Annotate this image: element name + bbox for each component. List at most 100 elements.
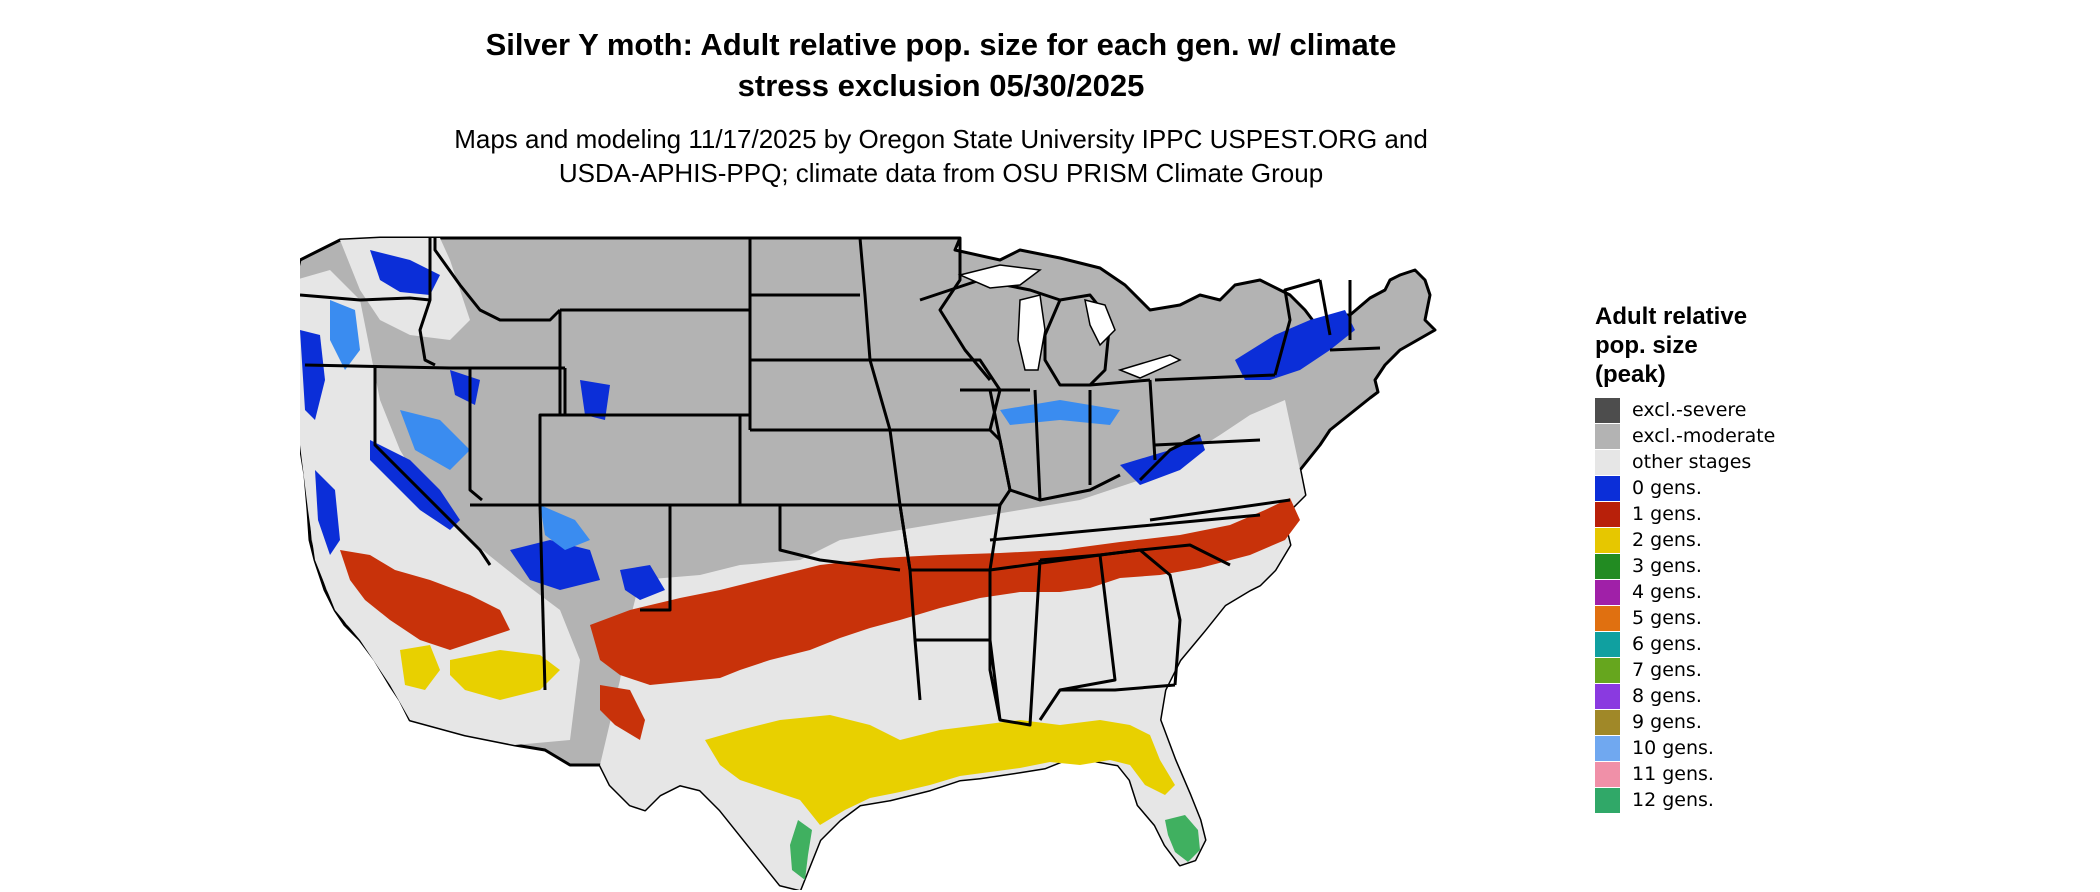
- legend-label: 4 gens.: [1632, 581, 1702, 603]
- legend-item: 7 gens.: [1595, 657, 1775, 683]
- border-il-ky: [1009, 473, 1121, 502]
- border-il-in: [1033, 389, 1042, 501]
- border-id-west: [418, 238, 436, 367]
- border-id-mt-wy: [433, 238, 562, 322]
- legend-label: 8 gens.: [1632, 685, 1702, 707]
- legend-swatch: [1595, 787, 1620, 813]
- legend-swatch: [1595, 709, 1620, 735]
- zero-gens-oregon-coast: [300, 330, 325, 420]
- legend-swatch: [1595, 501, 1620, 527]
- legend-item: 12 gens.: [1595, 787, 1775, 813]
- legend-title: Adult relative pop. size (peak): [1595, 302, 1775, 389]
- border-wv-va: [1138, 433, 1201, 482]
- border-or-ca-nv: [304, 363, 451, 370]
- lake-superior: [957, 264, 1042, 289]
- legend-swatch: [1595, 605, 1620, 631]
- legend-item: 5 gens.: [1595, 605, 1775, 631]
- legend-title-line1: Adult relative: [1595, 303, 1748, 330]
- legend-label: 7 gens.: [1632, 659, 1702, 681]
- legend-item: 8 gens.: [1595, 683, 1775, 709]
- border-wa-or: [300, 293, 431, 302]
- twelve-gens-florida: [1165, 815, 1200, 862]
- border-il-west: [988, 389, 1012, 491]
- zero-gens-washington: [370, 250, 440, 295]
- legend: Adult relative pop. size (peak) excl.-se…: [1595, 302, 1775, 813]
- legend-swatch: [1595, 683, 1620, 709]
- legend-label: 9 gens.: [1632, 711, 1702, 733]
- zero-gens-arizona-rim: [510, 540, 600, 590]
- legend-swatch: [1595, 423, 1620, 449]
- one-gen-california: [340, 550, 510, 650]
- legend-label: 2 gens.: [1632, 529, 1702, 551]
- border-pa-md: [1154, 438, 1261, 447]
- border-ut-co: [538, 368, 567, 505]
- border-ar: [898, 504, 1002, 572]
- zero-gens-light-nevada: [400, 410, 470, 470]
- lake-michigan: [1017, 294, 1046, 371]
- border-la: [915, 638, 1002, 721]
- border-az-nm: [538, 504, 547, 691]
- map-title-line1: Silver Y moth: Adult relative pop. size …: [485, 27, 1397, 62]
- two-gens-gulf-band: [705, 715, 1175, 825]
- zero-gens-idaho: [450, 370, 480, 405]
- legend-item: 9 gens.: [1595, 709, 1775, 735]
- legend-item: excl.-severe: [1595, 397, 1775, 423]
- legend-label: 1 gens.: [1632, 503, 1702, 525]
- legend-label: excl.-severe: [1632, 399, 1747, 421]
- us-generations-map: [300, 236, 1437, 890]
- lake-erie: [1117, 354, 1182, 379]
- one-gen-texas-west: [600, 685, 645, 740]
- legend-label: 6 gens.: [1632, 633, 1702, 655]
- legend-item: 1 gens.: [1595, 501, 1775, 527]
- legend-label: other stages: [1632, 451, 1752, 473]
- border-pa-ny: [1154, 373, 1276, 382]
- two-gens-se-california: [400, 645, 440, 690]
- zero-gens-light-cascades: [330, 300, 360, 370]
- border-ms: [988, 559, 1042, 727]
- legend-label: excl.-moderate: [1632, 425, 1776, 447]
- border-new-england: [1318, 279, 1381, 352]
- border-oh-pa: [1148, 379, 1157, 461]
- map-title-line2: stress exclusion 05/30/2025: [737, 68, 1145, 103]
- border-ga-fl: [1060, 683, 1176, 692]
- legend-item: 2 gens.: [1595, 527, 1775, 553]
- border-mn-wi: [938, 238, 992, 381]
- legend-swatch: [1595, 657, 1620, 683]
- border-va-nc: [1149, 498, 1291, 522]
- legend-swatch: [1595, 449, 1620, 475]
- legend-label: 0 gens.: [1632, 477, 1702, 499]
- zero-gens-light-southwest: [540, 505, 590, 550]
- zero-gens-california-coast: [315, 470, 340, 555]
- legend-label: 3 gens.: [1632, 555, 1702, 577]
- legend-item: 0 gens.: [1595, 475, 1775, 501]
- legend-label: 11 gens.: [1632, 763, 1714, 785]
- legend-swatch: [1595, 475, 1620, 501]
- legend-title-line2: pop. size: [1595, 332, 1698, 359]
- legend-swatch: [1595, 553, 1620, 579]
- legend-item: excl.-moderate: [1595, 423, 1775, 449]
- legend-label: 12 gens.: [1632, 789, 1714, 811]
- legend-swatch: [1595, 735, 1620, 761]
- west-other-stages: [300, 270, 580, 745]
- legend-item: 10 gens.: [1595, 735, 1775, 761]
- map-title: Silver Y moth: Adult relative pop. size …: [0, 24, 1882, 106]
- border-ny-ne: [1273, 278, 1321, 376]
- border-nm-tx: [640, 505, 672, 612]
- legend-swatch: [1595, 761, 1620, 787]
- map-subtitle-line1: Maps and modeling 11/17/2025 by Oregon S…: [454, 124, 1428, 154]
- zero-gens-northeast: [1235, 310, 1355, 380]
- legend-item: 11 gens.: [1595, 761, 1775, 787]
- border-ok-tx: [778, 505, 901, 572]
- border-tn-south: [989, 548, 1141, 572]
- legend-items: excl.-severe excl.-moderate other stages 0 …: [1595, 397, 1775, 813]
- border-tn-ky: [989, 513, 1261, 542]
- legend-title-line3: (peak): [1595, 361, 1666, 388]
- great-lakes: [957, 264, 1182, 379]
- legend-item: 3 gens.: [1595, 553, 1775, 579]
- border-nc-sc: [1139, 543, 1231, 567]
- legend-item: 6 gens.: [1595, 631, 1775, 657]
- map-subtitle-line2: USDA-APHIS-PPQ; climate data from OSU PR…: [558, 158, 1324, 188]
- legend-swatch: [1595, 579, 1620, 605]
- legend-item: 4 gens.: [1595, 579, 1775, 605]
- border-mn-west: [858, 237, 892, 431]
